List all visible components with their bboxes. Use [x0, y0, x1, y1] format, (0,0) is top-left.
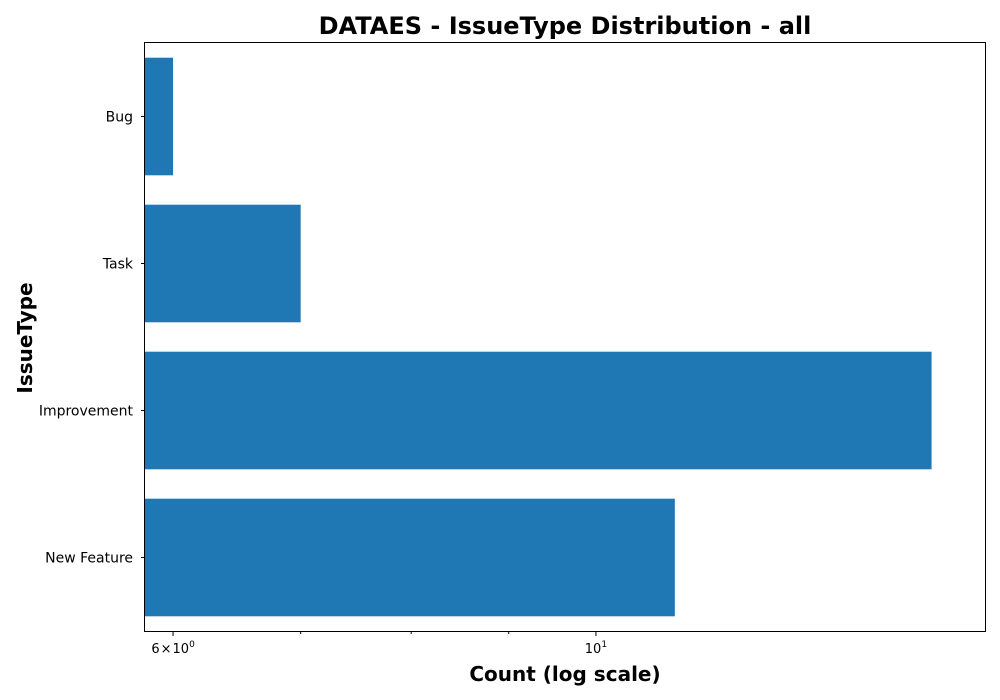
y-axis-label: IssueType: [13, 282, 37, 393]
bar-task: [145, 204, 301, 323]
plot-frame: [144, 42, 986, 632]
y-tick-label: Bug: [106, 110, 133, 126]
bar-improvement: [145, 351, 932, 470]
x-tick-label-six: 6×100: [151, 640, 195, 657]
y-tick-label: Improvement: [39, 404, 134, 420]
bar-bug: [145, 57, 174, 176]
x-ticks-group: [172, 631, 597, 636]
bar-new-feature: [145, 498, 675, 617]
chart-title: DATAES - IssueType Distribution - all: [319, 12, 812, 40]
y-tick-label: New Feature: [45, 551, 133, 567]
y-ticks-group: Bug Task Improvement New Feature: [39, 110, 145, 567]
x-axis-label: Count (log scale): [469, 662, 660, 686]
x-tick-label-ten: 101: [585, 640, 607, 657]
bars-group: [145, 57, 932, 617]
y-tick-label: Task: [102, 257, 134, 273]
